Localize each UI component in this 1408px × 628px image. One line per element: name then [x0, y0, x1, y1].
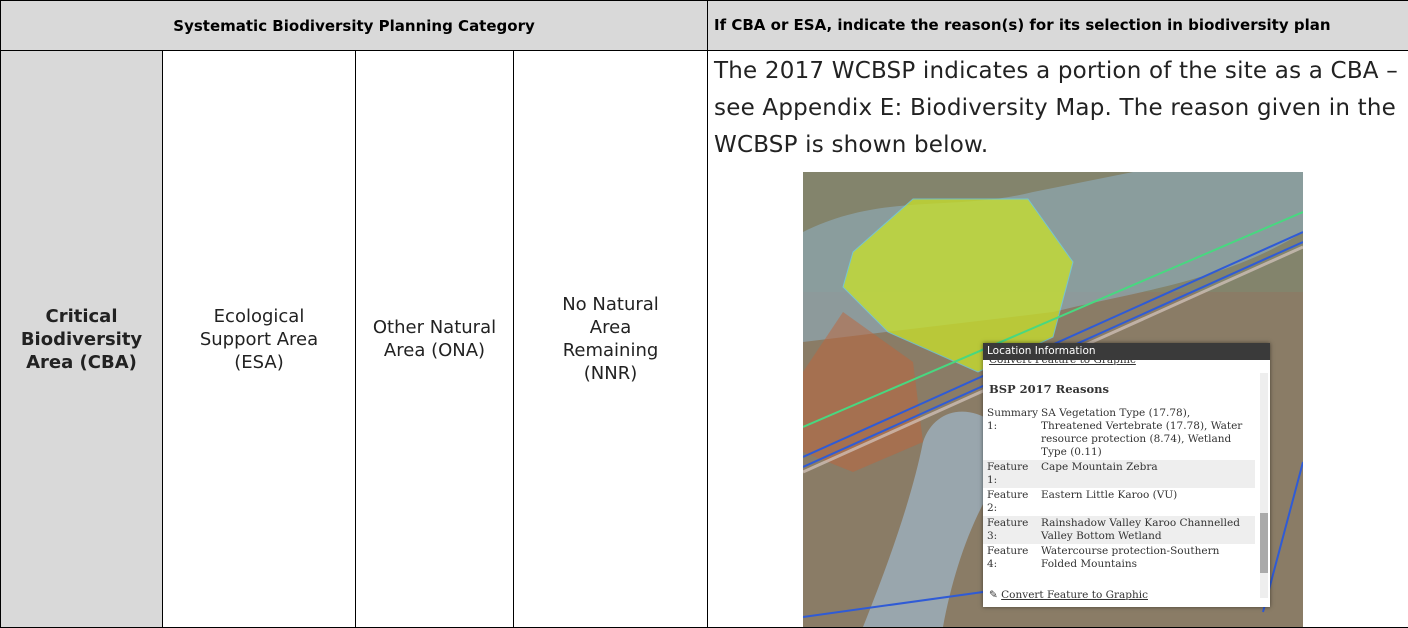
popup-row: Feature 4:Watercourse protection-Souther… [983, 544, 1255, 572]
row-label: Summary 1: [987, 407, 1041, 459]
popup-heading: BSP 2017 Reasons [983, 366, 1270, 406]
nnr-cell: No Natural Area Remaining (NNR) [514, 51, 708, 628]
row-label: Feature 3: [987, 517, 1041, 543]
reason-text: The 2017 WCBSP indicates a portion of th… [714, 53, 1402, 164]
reason-header: If CBA or ESA, indicate the reason(s) fo… [708, 1, 1408, 51]
popup-rows: Summary 1:SA Vegetation Type (17.78), Th… [983, 406, 1255, 572]
page: Systematic Biodiversity Planning Categor… [0, 0, 1408, 627]
esa-cell: Ecological Support Area (ESA) [163, 51, 356, 628]
row-value: Watercourse protection-Southern Folded M… [1041, 545, 1251, 571]
row-label: Feature 1: [987, 461, 1041, 487]
row-value: SA Vegetation Type (17.78), Threatened V… [1041, 407, 1251, 459]
scrollbar [1260, 373, 1268, 598]
row-label: Feature 4: [987, 545, 1041, 571]
map-image: Location Information Convert Feature to … [803, 172, 1303, 627]
row-value: Rainshadow Valley Karoo Channelled Valle… [1041, 517, 1251, 543]
convert-link[interactable]: Convert Feature to Graphic [1001, 589, 1148, 601]
convert-row: ✎ Convert Feature to Graphic [989, 589, 1148, 601]
row-label: Feature 2: [987, 489, 1041, 515]
scroll-thumb [1260, 513, 1268, 573]
popup-row: Feature 3:Rainshadow Valley Karoo Channe… [983, 516, 1255, 544]
popup-row: Feature 1:Cape Mountain Zebra [983, 460, 1255, 488]
convert-link[interactable]: Convert Feature to Graphic [989, 360, 1136, 366]
location-popup: Location Information Convert Feature to … [983, 343, 1270, 607]
header-row: Systematic Biodiversity Planning Categor… [1, 1, 1408, 51]
row-value: Cape Mountain Zebra [1041, 461, 1158, 487]
popup-row: Feature 2:Eastern Little Karoo (VU) [983, 488, 1255, 516]
popup-title: Location Information [983, 343, 1270, 360]
cba-cell: Critical Biodiversity Area (CBA) [1, 51, 163, 628]
row-value: Eastern Little Karoo (VU) [1041, 489, 1177, 515]
popup-row: Summary 1:SA Vegetation Type (17.78), Th… [983, 406, 1255, 460]
category-header: Systematic Biodiversity Planning Categor… [1, 1, 708, 51]
ona-cell: Other Natural Area (ONA) [356, 51, 514, 628]
